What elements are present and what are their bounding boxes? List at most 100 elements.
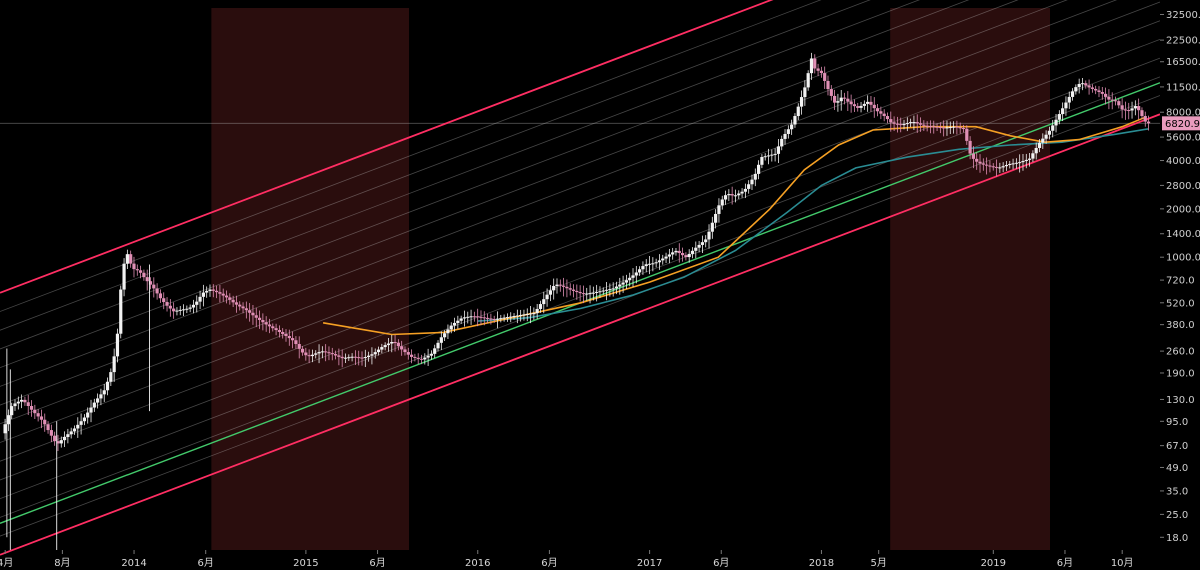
candle-body xyxy=(1070,91,1075,97)
candle-body xyxy=(965,128,969,141)
candle-body xyxy=(568,288,572,290)
candle-body xyxy=(23,399,27,403)
candle-body xyxy=(1130,108,1134,111)
price-axis-label: 130.0 xyxy=(1166,395,1195,406)
candle-body xyxy=(509,316,513,318)
candle-body xyxy=(1077,83,1081,88)
candle-body xyxy=(376,349,381,353)
candle-body xyxy=(419,358,424,360)
candle-body xyxy=(188,307,192,309)
candle-body xyxy=(115,333,120,357)
bear-zone-1 xyxy=(211,8,410,550)
candle-body xyxy=(198,296,202,302)
candle-body xyxy=(558,284,562,286)
time-axis-label: 6月 xyxy=(1057,557,1073,569)
candle-body xyxy=(942,127,946,129)
candle-body xyxy=(36,413,40,417)
time-axis-label: 2014 xyxy=(121,558,146,569)
candle-body xyxy=(680,253,685,256)
candle-body xyxy=(654,262,658,264)
candle-body xyxy=(667,254,671,257)
candle-body xyxy=(96,398,100,403)
candle-body xyxy=(948,127,952,129)
candle-body xyxy=(1123,109,1128,111)
price-axis-label: 520.0 xyxy=(1166,298,1195,309)
candle-body xyxy=(912,122,916,124)
candle-body xyxy=(727,194,731,196)
candle-body xyxy=(383,345,387,348)
candle-body xyxy=(1037,142,1042,148)
price-axis-label: 2000.0 xyxy=(1166,204,1200,215)
candle-body xyxy=(998,167,1002,169)
candle-body xyxy=(842,97,847,99)
candle-body xyxy=(485,317,490,319)
candle-body xyxy=(254,315,258,318)
candle-body xyxy=(571,289,576,291)
candle-body xyxy=(1018,162,1022,164)
candle-body xyxy=(519,314,523,316)
time-axis-label: 5月 xyxy=(870,557,886,569)
time-axis-label: 10月 xyxy=(1111,557,1134,569)
candle-body xyxy=(909,122,913,124)
last-price-label: 6820.9 xyxy=(1165,119,1200,130)
candle-body xyxy=(826,80,830,90)
candle-body xyxy=(443,333,447,338)
time-axis-label: 2015 xyxy=(293,558,318,569)
candle-body xyxy=(661,258,665,261)
candle-body xyxy=(1137,106,1141,111)
candle-body xyxy=(849,101,853,105)
price-axis-label: 18.0 xyxy=(1166,533,1188,544)
bear-zone-2 xyxy=(890,8,1051,550)
candle-body xyxy=(1061,108,1065,115)
price-axis[interactable]: 18.0 25.0 35.0 49.0 67.0 95.0 130.0 190.0 260.0 3… xyxy=(1160,0,1200,570)
channel-fan-line xyxy=(0,20,1161,462)
price-axis-label: 67.0 xyxy=(1166,441,1188,452)
candle-body xyxy=(416,357,420,359)
candle-body xyxy=(528,313,533,315)
candle-body xyxy=(16,401,20,404)
candle-body xyxy=(406,352,410,355)
candle-body xyxy=(1011,163,1015,165)
channel-fan-line xyxy=(0,0,920,350)
price-axis-label: 5600.0 xyxy=(1166,133,1200,144)
candle-body xyxy=(813,58,817,69)
candle-body xyxy=(1074,87,1078,92)
candle-body xyxy=(608,289,612,291)
candle-body xyxy=(320,351,324,353)
time-axis[interactable]: 4月 8月 2014 6月 2015 6月 2016 6月 2017 6月 2018 5月 2019 6月… xyxy=(0,550,1134,569)
candle-body xyxy=(386,343,391,346)
candle-body xyxy=(390,341,394,344)
candle-body xyxy=(697,244,701,248)
candle-body xyxy=(535,308,539,313)
candle-body xyxy=(704,239,708,243)
candle-body xyxy=(694,247,698,251)
candle-body xyxy=(317,352,321,354)
candle-body xyxy=(756,164,761,174)
candle-body xyxy=(875,108,880,112)
candle-body xyxy=(1104,93,1108,97)
time-axis-label: 2018 xyxy=(809,558,834,569)
price-axis-label: 49.0 xyxy=(1166,463,1188,474)
candle-body xyxy=(601,290,605,292)
candle-body xyxy=(1107,96,1111,100)
candle-body xyxy=(499,318,503,320)
candle-body xyxy=(958,127,962,129)
candle-body xyxy=(1110,99,1114,101)
candle-body xyxy=(462,317,467,319)
candle-body xyxy=(743,188,747,192)
price-axis-bg xyxy=(1160,0,1200,570)
candle-body xyxy=(786,129,790,134)
ma-teal-line xyxy=(477,128,1149,322)
candle-body xyxy=(423,357,427,360)
candle-body xyxy=(304,352,308,356)
candle-body xyxy=(175,310,179,312)
candle-body xyxy=(872,104,876,109)
candle-body xyxy=(512,316,516,318)
candle-body xyxy=(1080,83,1085,85)
candle-body xyxy=(482,317,486,319)
candle-body xyxy=(1127,110,1131,112)
candle-body xyxy=(314,353,318,355)
candle-body xyxy=(803,87,807,98)
